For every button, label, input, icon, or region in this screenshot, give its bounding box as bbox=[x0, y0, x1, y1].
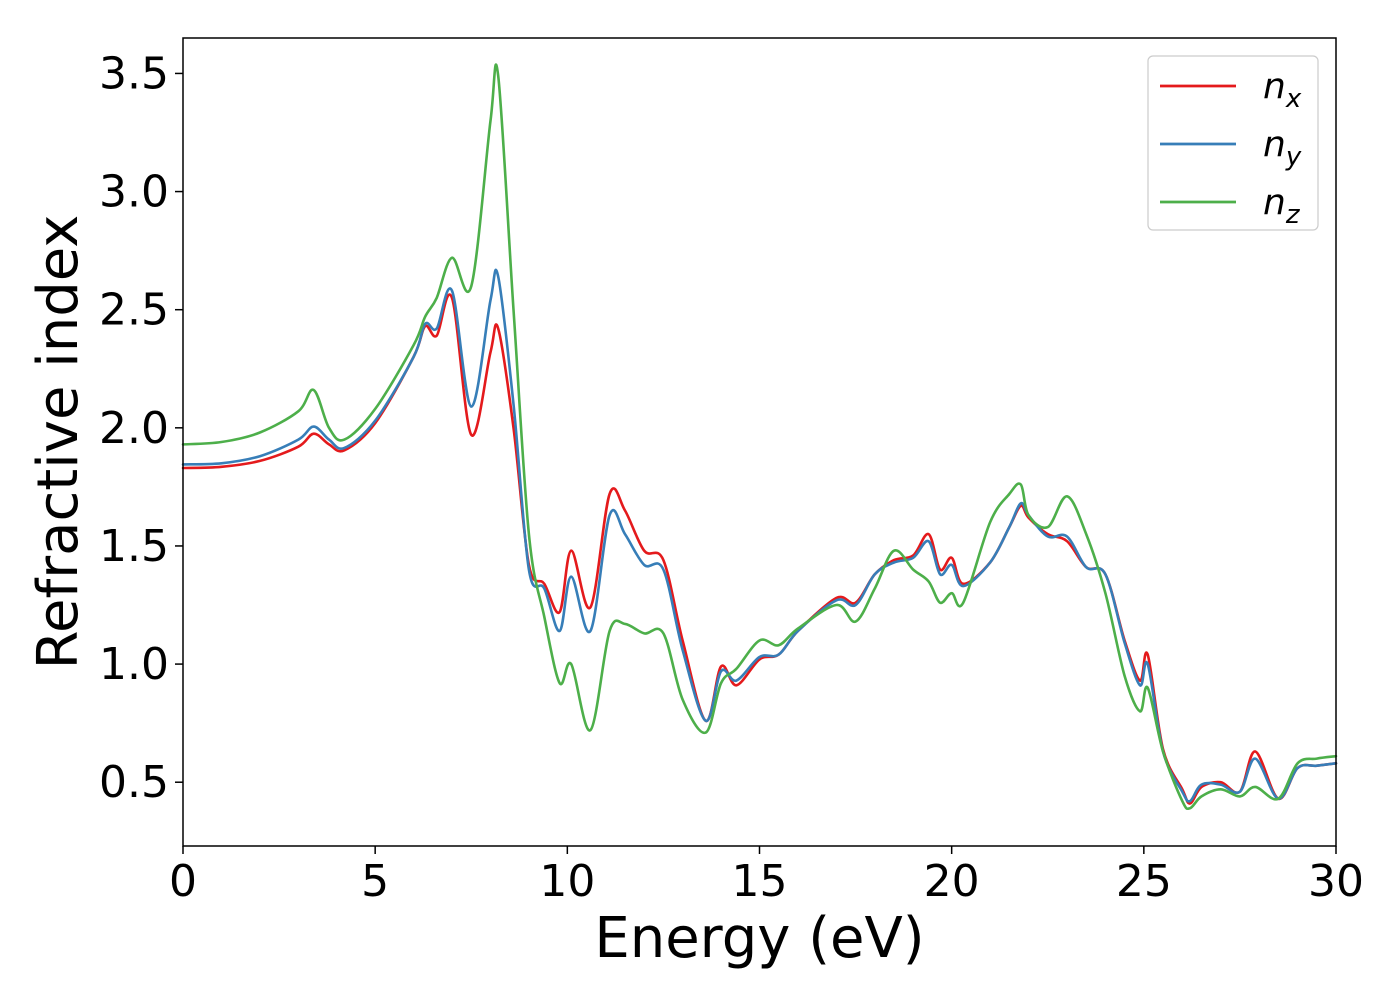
legend-label-nx: nx bbox=[1263, 66, 1302, 114]
x-tick-label: 15 bbox=[732, 856, 788, 907]
y-tick-label: 2.0 bbox=[99, 403, 169, 454]
y-tick-label: 3.0 bbox=[99, 167, 169, 218]
y-tick-label: 1.5 bbox=[99, 521, 169, 572]
series-line-ny bbox=[181, 268, 1338, 803]
legend-label-subscript: y bbox=[1285, 142, 1302, 172]
x-tick-label: 20 bbox=[924, 856, 980, 907]
plot-area bbox=[183, 38, 1336, 846]
x-tick-label: 25 bbox=[1116, 856, 1172, 907]
legend-label-ny: ny bbox=[1263, 124, 1302, 172]
legend-label-subscript: x bbox=[1285, 84, 1302, 114]
x-tick-label: 10 bbox=[539, 856, 595, 907]
series-layer bbox=[181, 63, 1338, 811]
y-tick-label: 3.5 bbox=[99, 48, 169, 99]
y-axis-ticks: 0.5 1.0 1.5 2.0 2.5 3.0 3.5 bbox=[99, 48, 183, 808]
series-line-nz bbox=[181, 63, 1338, 811]
x-axis-ticks: 0 5 10 15 20 25 30 bbox=[169, 846, 1364, 907]
y-tick-label: 2.5 bbox=[99, 285, 169, 336]
x-tick-label: 5 bbox=[361, 856, 389, 907]
legend-label-base: n bbox=[1263, 182, 1286, 223]
x-tick-label: 30 bbox=[1308, 856, 1364, 907]
x-tick-label: 0 bbox=[169, 856, 197, 907]
x-axis-label: Energy (eV) bbox=[594, 906, 924, 971]
legend-label-nz: nz bbox=[1263, 182, 1301, 230]
legend-label-base: n bbox=[1263, 66, 1286, 107]
y-tick-label: 0.5 bbox=[99, 757, 169, 808]
y-tick-label: 1.0 bbox=[99, 639, 169, 690]
legend-label-subscript: z bbox=[1285, 200, 1301, 230]
legend-label-base: n bbox=[1263, 124, 1286, 165]
y-axis-label: Refractive index bbox=[26, 215, 91, 670]
